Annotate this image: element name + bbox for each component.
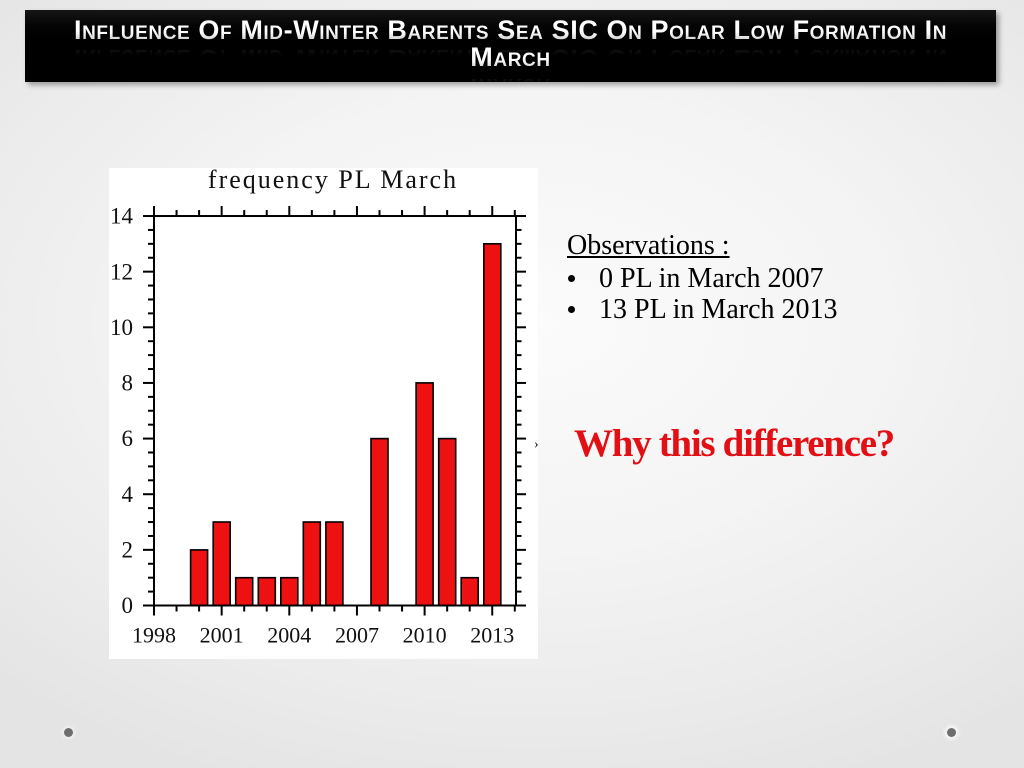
svg-text:1998: 1998 — [132, 623, 176, 648]
svg-text:2010: 2010 — [403, 623, 447, 648]
svg-text:0: 0 — [122, 593, 134, 618]
svg-text:12: 12 — [110, 259, 133, 284]
svg-text:2013: 2013 — [470, 623, 514, 648]
svg-text:4: 4 — [122, 482, 134, 507]
svg-text:2: 2 — [122, 537, 134, 562]
svg-text:2004: 2004 — [267, 623, 311, 648]
svg-text:10: 10 — [110, 315, 133, 340]
svg-text:14: 14 — [110, 204, 134, 229]
svg-text:8: 8 — [122, 371, 134, 396]
svg-text:6: 6 — [122, 426, 134, 451]
svg-text:frequency PL March: frequency PL March — [208, 168, 458, 194]
svg-text:2001: 2001 — [200, 623, 244, 648]
svg-text:›: › — [534, 437, 538, 452]
svg-text:2007: 2007 — [335, 623, 379, 648]
